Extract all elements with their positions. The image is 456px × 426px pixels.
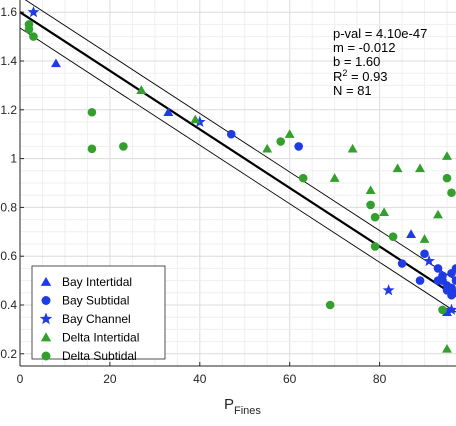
fit-line bbox=[19, 11, 456, 298]
y-tick-label: 1.2 bbox=[0, 103, 17, 117]
x-tick-label: 40 bbox=[193, 372, 207, 386]
point-bay-subtidal bbox=[420, 249, 429, 259]
point-bay-channel bbox=[193, 115, 206, 128]
point-delta-intertidal bbox=[442, 343, 452, 353]
point-bay-subtidal bbox=[433, 276, 443, 285]
point-delta-intertidal bbox=[392, 163, 403, 173]
point-bay-intertidal bbox=[51, 58, 61, 68]
legend-marker-delta-intertidal bbox=[40, 332, 52, 342]
y-tick-label: 0.8 bbox=[0, 200, 17, 214]
grid bbox=[19, 0, 456, 366]
legend-box bbox=[31, 265, 166, 360]
point-bay-subtidal bbox=[226, 129, 236, 139]
legend-marker-bay-intertidal bbox=[40, 276, 52, 286]
x-axis-label: PFines bbox=[224, 396, 261, 417]
data-points bbox=[24, 5, 456, 353]
point-delta-subtidal bbox=[276, 137, 286, 146]
x-tick-label: 80 bbox=[373, 372, 387, 386]
point-delta-intertidal bbox=[415, 163, 425, 173]
point-bay-intertidal bbox=[406, 229, 416, 238]
ticks: 0 20 40 60 80 0.2 0.4 0.6 0.8 1 1.2 1.4 1.6 bbox=[0, 5, 386, 386]
point-delta-subtidal bbox=[119, 142, 128, 151]
y-tick-label: 0.4 bbox=[0, 298, 17, 312]
point-delta-intertidal bbox=[379, 207, 390, 216]
point-delta-subtidal bbox=[370, 242, 380, 251]
x-tick-label: 0 bbox=[17, 372, 24, 386]
point-delta-subtidal bbox=[447, 188, 456, 198]
point-delta-intertidal bbox=[442, 151, 452, 160]
legend-marker-bay-channel bbox=[39, 312, 53, 325]
point-delta-subtidal bbox=[298, 173, 308, 183]
x-axis-label-subscript: Fines bbox=[234, 405, 261, 417]
point-delta-subtidal bbox=[24, 20, 34, 29]
legend-label-bay-intertidal: Bay Intertidal bbox=[62, 275, 132, 289]
r2-value: = 0.93 bbox=[347, 69, 387, 84]
y-tick-label: 0.2 bbox=[0, 347, 17, 361]
point-delta-intertidal bbox=[284, 129, 295, 138]
point-delta-intertidal bbox=[329, 173, 340, 182]
point-bay-subtidal bbox=[294, 142, 303, 151]
fit-upper-bound bbox=[24, 0, 456, 281]
x-tick-label: 20 bbox=[103, 372, 117, 386]
point-delta-subtidal bbox=[87, 144, 97, 154]
x-tick-label: 60 bbox=[283, 372, 297, 386]
point-delta-subtidal bbox=[87, 107, 97, 117]
stat-n: N = 81 bbox=[333, 83, 372, 98]
legend-marker-bay-subtidal bbox=[41, 296, 51, 305]
point-bay-subtidal bbox=[442, 286, 452, 295]
point-bay-channel bbox=[445, 303, 456, 315]
point-bay-channel bbox=[382, 284, 395, 296]
stat-r-squared: R2 = 0.93 bbox=[333, 68, 388, 84]
point-delta-subtidal bbox=[438, 305, 447, 315]
point-bay-intertidal bbox=[163, 107, 174, 116]
point-delta-intertidal bbox=[365, 185, 376, 195]
point-delta-subtidal bbox=[388, 232, 398, 241]
r2-prefix: R bbox=[333, 69, 342, 84]
point-delta-intertidal bbox=[433, 209, 443, 219]
fit-lines bbox=[19, 0, 456, 313]
point-delta-intertidal bbox=[262, 143, 273, 153]
y-tick-label: 1.4 bbox=[0, 54, 17, 68]
legend-marker-delta-subtidal bbox=[41, 351, 51, 361]
point-bay-subtidal bbox=[415, 276, 425, 285]
fit-lower-bound bbox=[19, 27, 456, 313]
point-bay-subtidal bbox=[451, 276, 456, 285]
point-delta-subtidal bbox=[366, 200, 375, 210]
legend-label-delta-subtidal: Delta Subtidal bbox=[62, 349, 137, 363]
point-bay-subtidal bbox=[397, 259, 407, 268]
point-delta-subtidal bbox=[325, 300, 335, 310]
point-delta-intertidal bbox=[190, 114, 201, 124]
point-bay-subtidal bbox=[451, 264, 456, 273]
x-axis-label-main: P bbox=[224, 396, 234, 413]
point-delta-subtidal bbox=[370, 212, 380, 222]
point-delta-intertidal bbox=[419, 234, 430, 243]
point-bay-intertidal bbox=[442, 307, 452, 317]
point-bay-channel bbox=[27, 5, 40, 18]
legend-label-delta-intertidal: Delta Intertidal bbox=[62, 331, 139, 345]
y-tick-label: 0.6 bbox=[0, 249, 17, 263]
stats-annotation: p-val = 4.10e-47 m = -0.012 b = 1.60 R2 … bbox=[333, 26, 427, 98]
legend: Bay Intertidal Bay Subtidal Bay Channel Del… bbox=[31, 265, 166, 363]
point-bay-channel bbox=[423, 254, 435, 267]
point-delta-subtidal bbox=[442, 173, 452, 183]
stat-intercept: b = 1.60 bbox=[333, 54, 380, 69]
point-delta-subtidal bbox=[29, 32, 38, 41]
y-tick-label: 1 bbox=[10, 152, 17, 166]
point-delta-intertidal bbox=[136, 85, 147, 94]
r2-superscript: 2 bbox=[342, 68, 347, 78]
legend-label-bay-channel: Bay Channel bbox=[62, 312, 131, 326]
legend-label-bay-subtidal: Bay Subtidal bbox=[62, 294, 129, 308]
point-bay-subtidal bbox=[433, 264, 443, 273]
stat-slope: m = -0.012 bbox=[333, 40, 396, 55]
point-delta-intertidal bbox=[347, 143, 358, 153]
stat-p-value: p-val = 4.10e-47 bbox=[333, 26, 427, 41]
y-tick-label: 1.6 bbox=[0, 5, 17, 19]
